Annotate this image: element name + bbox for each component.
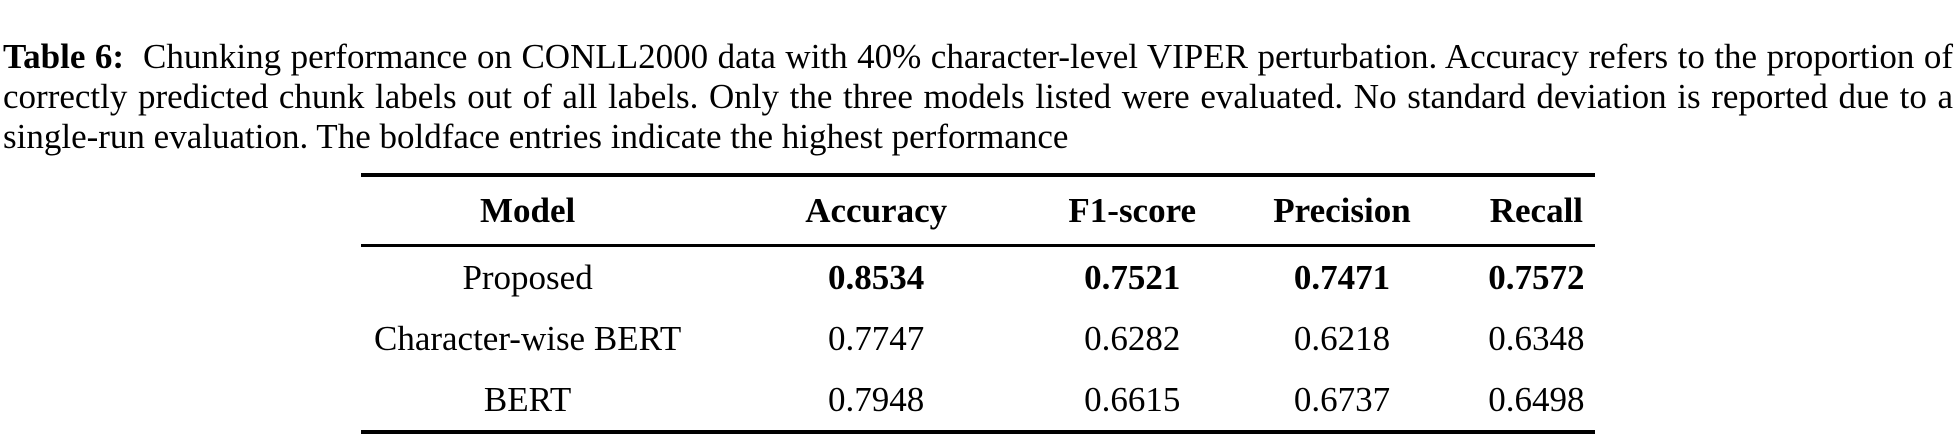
cell-accuracy: 0.7948 bbox=[828, 379, 925, 419]
results-table: Model Accuracy F1-score Precision Recall… bbox=[361, 173, 1595, 434]
cell-precision: 0.6737 bbox=[1293, 379, 1391, 419]
header-cell-recall: Recall bbox=[1477, 175, 1595, 247]
caption-label: Table 6: bbox=[3, 37, 125, 76]
cell-recall: 0.7572 bbox=[1488, 257, 1585, 297]
header-cell-precision: Precision bbox=[1206, 175, 1478, 247]
cell-accuracy: 0.7747 bbox=[828, 318, 925, 358]
header-cell-f1-score: F1-score bbox=[1058, 175, 1207, 247]
table-caption: Table 6: Chunking performance on CONLL200… bbox=[3, 37, 1953, 157]
table-row-bert: BERT 0.7948 0.6615 0.6737 0.6498 bbox=[361, 369, 1595, 432]
cell-model: Character-wise BERT bbox=[373, 318, 682, 358]
cell-accuracy: 0.8534 bbox=[828, 257, 925, 297]
cell-precision: 0.7471 bbox=[1293, 257, 1391, 297]
table-row-character-wise-bert: Character-wise BERT 0.7747 0.6282 0.6218… bbox=[361, 308, 1595, 369]
header-cell-model: Model bbox=[361, 175, 695, 247]
header-row: Model Accuracy F1-score Precision Recall bbox=[361, 175, 1595, 247]
cell-recall: 0.6348 bbox=[1488, 318, 1585, 358]
header-cell-accuracy: Accuracy bbox=[694, 175, 1059, 247]
table-row-proposed: Proposed 0.8534 0.7521 0.7471 0.7572 bbox=[361, 246, 1595, 309]
cell-precision: 0.6218 bbox=[1293, 318, 1391, 358]
caption-text: Chunking performance on CONLL2000 data w… bbox=[3, 37, 1954, 156]
cell-f1-score: 0.7521 bbox=[1084, 257, 1181, 297]
cell-f1-score: 0.6282 bbox=[1084, 318, 1181, 358]
cell-f1-score: 0.6615 bbox=[1084, 379, 1181, 419]
cell-model: Proposed bbox=[462, 257, 593, 297]
cell-recall: 0.6498 bbox=[1488, 379, 1585, 419]
results-table-container: Model Accuracy F1-score Precision Recall… bbox=[361, 173, 1595, 434]
cell-model: BERT bbox=[483, 379, 572, 419]
